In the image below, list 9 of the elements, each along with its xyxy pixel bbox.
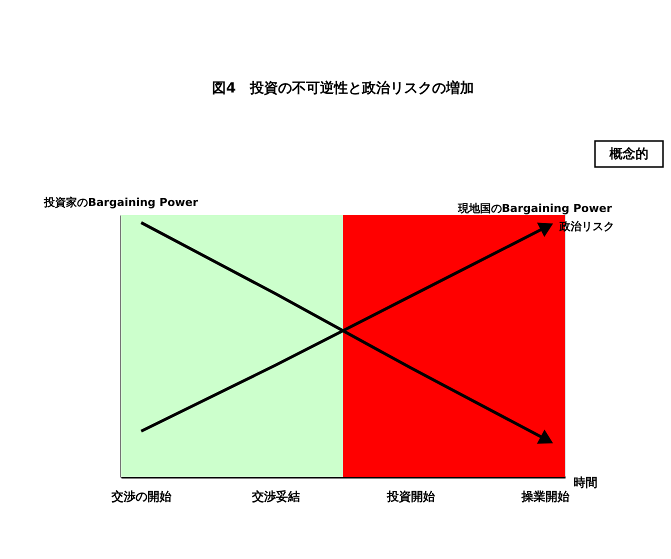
x-tick-label: 交渉の開始 [110,490,173,504]
chart-title: 図4 投資の不可逆性と政治リスクの増加 [212,79,474,96]
x-tick-label: 操業開始 [520,490,570,504]
x-axis-title: 時間 [574,476,598,490]
x-tick-label: 交渉妥結 [251,490,300,504]
series-label: 現地国のBargaining Power [456,202,612,215]
text: 投資家のBargaining Power [42,196,199,209]
text: 概念的 [608,147,648,162]
x-tick-label: 投資開始 [386,490,436,504]
